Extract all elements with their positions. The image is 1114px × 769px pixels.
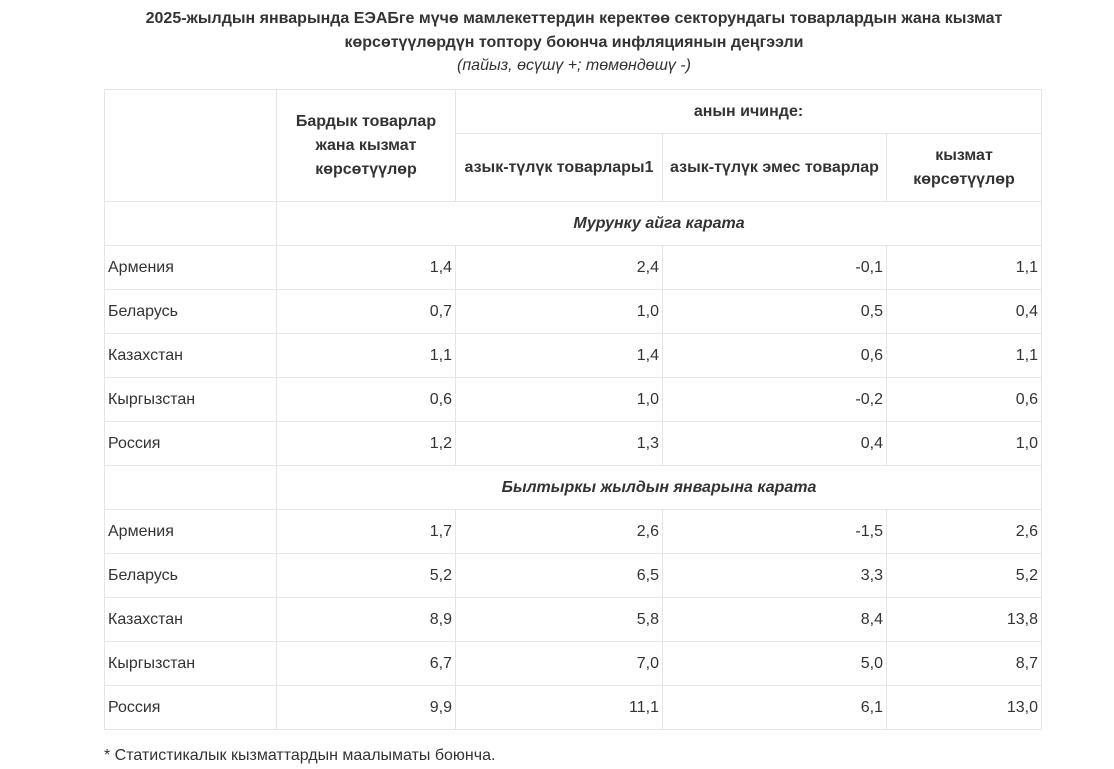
all-goods-value: 0,7 xyxy=(276,289,456,334)
services-value: 13,8 xyxy=(886,597,1042,642)
food-value: 7,0 xyxy=(455,641,663,686)
country-cell: Армения xyxy=(104,245,277,290)
services-value: 0,6 xyxy=(886,377,1042,422)
all-goods-value: 6,7 xyxy=(276,641,456,686)
country-cell: Россия xyxy=(104,421,277,466)
food-value: 1,4 xyxy=(455,333,663,378)
services-value: 0,4 xyxy=(886,289,1042,334)
table-row: Россия 9,9 11,1 6,1 13,0 xyxy=(104,685,1042,730)
title-line-1: 2025-жылдын январында ЕЭАБге мүчө мамлек… xyxy=(145,10,1003,27)
services-value: 13,0 xyxy=(886,685,1042,730)
table-row: Россия 1,2 1,3 0,4 1,0 xyxy=(104,421,1042,466)
header-all-goods: Бардык товарлар жана кызмат көрсөтүүлөр xyxy=(276,89,456,202)
nonfood-value: 3,3 xyxy=(662,553,887,598)
all-goods-value: 9,9 xyxy=(276,685,456,730)
food-value: 1,0 xyxy=(455,377,663,422)
food-value: 2,6 xyxy=(455,509,663,554)
food-value: 1,0 xyxy=(455,289,663,334)
page-subtitle: (пайыз, өсүшү +; төмөндөшү -) xyxy=(457,57,691,74)
table-row: Казахстан 1,1 1,4 0,6 1,1 xyxy=(104,333,1042,378)
nonfood-value: 6,1 xyxy=(662,685,887,730)
section-title: Мурунку айга карата xyxy=(276,201,1042,246)
section-row: Мурунку айга карата xyxy=(104,201,1042,246)
title-line-2: көрсөтүүлөрдүн топтору боюнча инфляцияны… xyxy=(344,34,804,51)
food-value: 6,5 xyxy=(455,553,663,598)
nonfood-value: 0,6 xyxy=(662,333,887,378)
all-goods-value: 1,2 xyxy=(276,421,456,466)
country-cell: Казахстан xyxy=(104,333,277,378)
nonfood-value: 0,4 xyxy=(662,421,887,466)
table-row: Беларусь 5,2 6,5 3,3 5,2 xyxy=(104,553,1042,598)
table-row: Армения 1,7 2,6 -1,5 2,6 xyxy=(104,509,1042,554)
footnote: * Статистикалык кызматтардын маалыматы б… xyxy=(104,747,496,764)
table-row: Казахстан 8,9 5,8 8,4 13,8 xyxy=(104,597,1042,642)
food-value: 1,3 xyxy=(455,421,663,466)
table-row: Армения 1,4 2,4 -0,1 1,1 xyxy=(104,245,1042,290)
section-blank-cell xyxy=(104,201,277,246)
services-value: 1,1 xyxy=(886,333,1042,378)
table-row: Беларусь 0,7 1,0 0,5 0,4 xyxy=(104,289,1042,334)
services-value: 1,0 xyxy=(886,421,1042,466)
page-title: 2025-жылдын январында ЕЭАБге мүчө мамлек… xyxy=(0,7,1114,55)
header-food: азык-түлүк товарлары1 xyxy=(455,133,663,202)
header-corner-cell xyxy=(104,89,277,202)
country-cell: Кыргызстан xyxy=(104,641,277,686)
all-goods-value: 0,6 xyxy=(276,377,456,422)
country-cell: Казахстан xyxy=(104,597,277,642)
table-row: Кыргызстан 6,7 7,0 5,0 8,7 xyxy=(104,641,1042,686)
services-value: 2,6 xyxy=(886,509,1042,554)
nonfood-value: -0,2 xyxy=(662,377,887,422)
all-goods-value: 1,1 xyxy=(276,333,456,378)
services-value: 1,1 xyxy=(886,245,1042,290)
header-row-2: азык-түлүк товарлары1 азык-түлүк эмес то… xyxy=(105,133,1042,202)
services-value: 5,2 xyxy=(886,553,1042,598)
all-goods-value: 1,7 xyxy=(276,509,456,554)
all-goods-value: 5,2 xyxy=(276,553,456,598)
food-value: 2,4 xyxy=(455,245,663,290)
nonfood-value: -0,1 xyxy=(662,245,887,290)
header-of-which: анын ичинде: xyxy=(455,89,1042,134)
services-value: 8,7 xyxy=(886,641,1042,686)
table-row: Кыргызстан 0,6 1,0 -0,2 0,6 xyxy=(104,377,1042,422)
nonfood-value: 0,5 xyxy=(662,289,887,334)
section-title: Былтыркы жылдын январына карата xyxy=(276,465,1042,510)
all-goods-value: 1,4 xyxy=(276,245,456,290)
country-cell: Кыргызстан xyxy=(104,377,277,422)
header-row-1: Бардык товарлар жана кызмат көрсөтүүлөр … xyxy=(104,89,1042,202)
header-nonfood: азык-түлүк эмес товарлар xyxy=(662,133,887,202)
food-value: 11,1 xyxy=(455,685,663,730)
nonfood-value: 8,4 xyxy=(662,597,887,642)
country-cell: Россия xyxy=(104,685,277,730)
country-cell: Беларусь xyxy=(104,553,277,598)
all-goods-value: 8,9 xyxy=(276,597,456,642)
inflation-table: Бардык товарлар жана кызмат көрсөтүүлөр … xyxy=(104,89,1042,730)
country-cell: Армения xyxy=(104,509,277,554)
header-services: кызмат көрсөтүүлөр xyxy=(886,133,1042,202)
food-value: 5,8 xyxy=(455,597,663,642)
section-blank-cell xyxy=(104,465,277,510)
nonfood-value: 5,0 xyxy=(662,641,887,686)
nonfood-value: -1,5 xyxy=(662,509,887,554)
section-row: Былтыркы жылдын январына карата xyxy=(104,465,1042,510)
country-cell: Беларусь xyxy=(104,289,277,334)
